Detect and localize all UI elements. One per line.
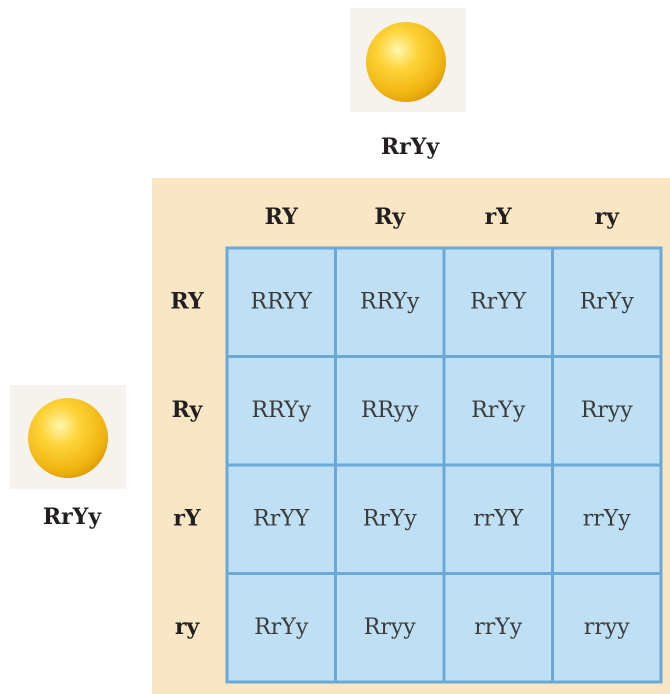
offspring-genotype: RRYY (251, 289, 313, 314)
cell-box (442, 355, 554, 467)
cell-box (442, 463, 554, 575)
offspring-genotype: rrYY (473, 506, 524, 531)
column-gamete: rY (485, 204, 513, 230)
pea (366, 22, 446, 102)
offspring-genotype: RrYy (363, 506, 418, 531)
cell-box (442, 572, 554, 684)
column-gamete: ry (595, 204, 621, 230)
offspring-genotype: RRYy (252, 398, 312, 423)
parent-genotype: RrYy (43, 504, 103, 530)
offspring-genotype: Rryy (581, 398, 634, 423)
offspring-genotype: RrYY (470, 289, 527, 314)
row-gamete: ry (175, 614, 201, 640)
offspring-genotype: RrYy (580, 289, 635, 314)
offspring-genotype: rrYy (583, 506, 632, 531)
offspring-genotype: Rryy (364, 615, 417, 640)
offspring-genotype: rryy (584, 615, 630, 640)
offspring-genotype: RrYy (254, 615, 309, 640)
column-gamete: RY (265, 204, 299, 230)
offspring-genotype: RrYy (471, 398, 526, 423)
offspring-genotype: RrYY (253, 506, 310, 531)
offspring-genotype: rrYy (474, 615, 523, 640)
cell-box (225, 572, 337, 684)
row-gamete: rY (173, 505, 201, 531)
cell-box (551, 572, 663, 684)
cell-box (551, 463, 663, 575)
row-gamete: RY (170, 288, 204, 314)
offspring-genotype: RRYy (360, 289, 420, 314)
parent-genotype: RrYy (381, 134, 441, 160)
cell-box (225, 463, 337, 575)
row-gamete: Ry (172, 397, 204, 423)
cell-box (551, 355, 663, 467)
column-gamete: Ry (374, 204, 406, 230)
offspring-genotype: RRyy (361, 398, 419, 423)
pea (28, 398, 108, 478)
